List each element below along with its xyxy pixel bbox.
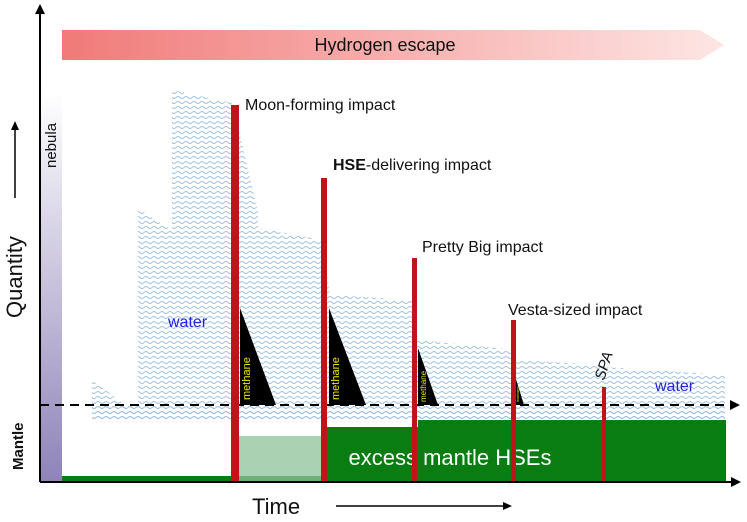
methane-triangle-4: [515, 376, 524, 405]
methane-label-3: methane: [419, 370, 428, 402]
y-axis-label: Quantity: [2, 236, 27, 318]
impact-bar-pretty-big: [412, 258, 417, 482]
impact-bar-spa: [602, 387, 606, 482]
impact-bar-hse-delivering: [321, 178, 327, 482]
y-axis-label-arrowhead: [11, 121, 19, 130]
impact-label-hse-rest: -delivering impact: [366, 157, 492, 174]
excess-mantle-hse-label: excess mantle HSEs: [349, 445, 552, 470]
impact-label-hse-delivering: HSE-delivering impact: [333, 157, 492, 174]
impact-label-hse-bold: HSE: [333, 157, 366, 174]
excess-mantle-hse-region: [325, 420, 726, 482]
hydrogen-escape-label: Hydrogen escape: [314, 35, 455, 55]
methane-triangle-3: [418, 348, 438, 405]
water-lower-band: [92, 405, 725, 420]
methane-label-4: methane: [515, 386, 520, 402]
water-label-left: water: [167, 314, 208, 331]
methane-triangle-1: [240, 308, 276, 405]
methane-triangle-2: [329, 308, 366, 405]
x-axis-arrowhead: [731, 477, 741, 487]
y-axis-arrowhead: [35, 4, 45, 14]
water-label-right: water: [654, 378, 695, 395]
impact-label-moon-forming: Moon-forming impact: [245, 97, 396, 114]
impact-bar-vesta-sized: [511, 320, 516, 482]
x-axis-label: Time: [252, 494, 300, 519]
hydrogen-escape-banner: Hydrogen escape: [62, 30, 724, 60]
hse-light-green-block: [237, 436, 325, 482]
x-axis-label-arrowhead: [503, 502, 512, 510]
mantle-line-arrowhead: [730, 400, 740, 410]
impact-label-pretty-big: Pretty Big impact: [422, 239, 543, 256]
nebula-bar: [40, 92, 62, 482]
impact-bar-moon-forming: [231, 105, 239, 482]
nebula-label: nebula: [43, 122, 60, 168]
methane-label-1: methane: [241, 357, 253, 400]
mantle-label: Mantle: [10, 422, 27, 470]
impact-label-vesta-sized: Vesta-sized impact: [508, 302, 643, 319]
methane-label-2: methane: [330, 357, 342, 400]
